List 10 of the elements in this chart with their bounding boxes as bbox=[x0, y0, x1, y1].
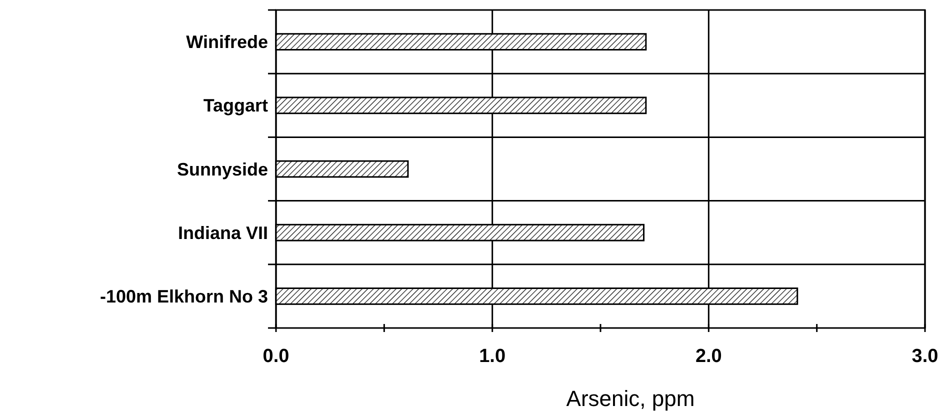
y-tick-label: Indiana VII bbox=[178, 222, 268, 243]
y-tick-label: -100m Elkhorn No 3 bbox=[100, 286, 268, 306]
x-axis-title: Arsenic, ppm bbox=[566, 386, 695, 411]
x-tick-label: 3.0 bbox=[912, 346, 938, 367]
x-tick-label: 2.0 bbox=[695, 346, 722, 367]
y-tick-label: Winifrede bbox=[186, 32, 268, 52]
x-tick-label: 0.0 bbox=[262, 346, 290, 367]
y-tick-label: Sunnyside bbox=[176, 159, 268, 180]
y-tick-label: Taggart bbox=[203, 96, 268, 116]
x-tick-label: 1.0 bbox=[479, 346, 506, 367]
